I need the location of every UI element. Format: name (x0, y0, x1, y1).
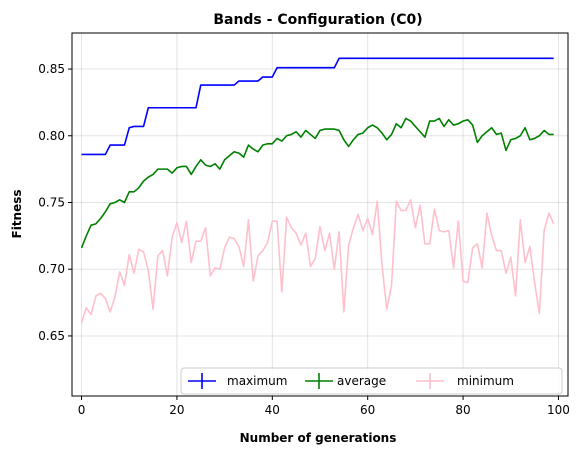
y-tick-label: 0.75 (38, 195, 65, 209)
legend-label-minimum: minimum (457, 374, 514, 388)
legend-label-average: average (337, 374, 386, 388)
series-line-average (80, 117, 554, 249)
series-line-maximum (81, 57, 554, 156)
x-tick-label: 60 (360, 403, 375, 417)
chart-title: Bands - Configuration (C0) (213, 12, 422, 28)
series-line-minimum (80, 199, 555, 323)
y-tick-label: 0.80 (38, 129, 65, 143)
x-axis-ticks: 0 20 40 60 80 100 (78, 396, 570, 417)
x-tick-label: 40 (265, 403, 280, 417)
grid (72, 33, 568, 396)
y-tick-label: 0.70 (38, 262, 65, 276)
plot-area-frame (71, 32, 569, 397)
legend-frame (180, 367, 563, 395)
x-tick-label: 80 (455, 403, 470, 417)
x-axis-label: Number of generations (240, 431, 397, 445)
x-tick-label: 100 (547, 403, 570, 417)
y-axis-label: Fitness (10, 189, 24, 238)
y-tick-label: 0.65 (38, 329, 65, 343)
x-tick-label: 20 (169, 403, 184, 417)
legend-label-maximum: maximum (227, 374, 287, 388)
x-tick-label: 0 (78, 403, 86, 417)
legend: maximum average minimum (180, 367, 563, 395)
y-axis-ticks: 0.65 0.70 0.75 0.80 0.85 (38, 62, 72, 343)
y-tick-label: 0.85 (38, 62, 65, 76)
series-lines (80, 57, 555, 323)
